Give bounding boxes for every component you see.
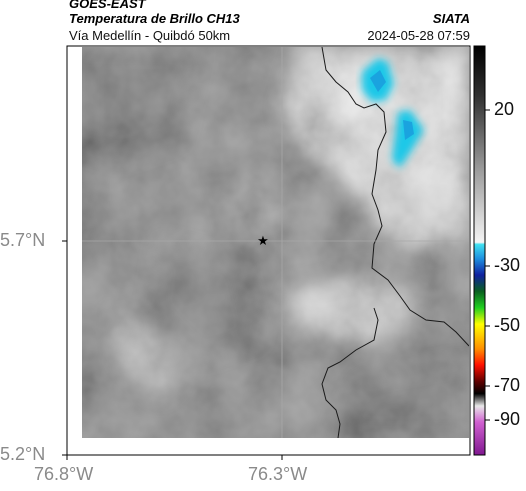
colorbar-label: -90 bbox=[494, 409, 521, 429]
satellite-image bbox=[82, 47, 469, 438]
organization-label: SIATA bbox=[432, 11, 470, 26]
region-label: Vía Medellín - Quibdó 50km bbox=[69, 28, 231, 43]
colorbar-label: -50 bbox=[494, 315, 521, 335]
colorbar-label: -30 bbox=[494, 255, 521, 275]
x-tick-label: 76.8°W bbox=[34, 464, 94, 484]
x-tick-label: 76.3°W bbox=[248, 464, 308, 484]
y-tick-label: 5.7°N bbox=[0, 230, 46, 250]
colorbar-label: 20 bbox=[494, 99, 515, 119]
location-star-icon: ★ bbox=[257, 234, 269, 249]
satellite-name: GOES-EAST bbox=[69, 0, 146, 11]
colorbar-label: -70 bbox=[494, 375, 521, 395]
datetime-label: 2024-05-28 07:59 bbox=[367, 28, 470, 43]
y-tick-label: 5.2°N bbox=[0, 444, 46, 464]
product-title: Temperatura de Brillo CH13 bbox=[69, 11, 240, 26]
colorbar bbox=[473, 45, 490, 456]
